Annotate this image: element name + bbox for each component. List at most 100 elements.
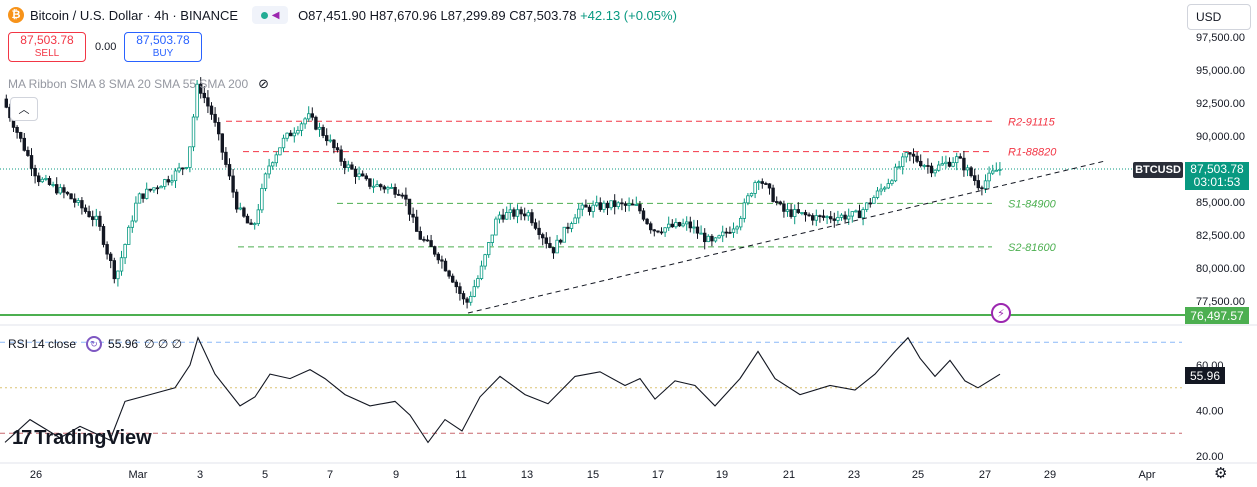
- candle-body: [461, 293, 466, 300]
- rsi-settings-icon[interactable]: ↻: [86, 336, 103, 352]
- candle-body: [541, 234, 545, 239]
- candle-body: [703, 232, 707, 243]
- level-label: S2-81600: [1008, 242, 1057, 254]
- candle-body: [861, 209, 865, 219]
- candle-body: [908, 152, 912, 155]
- candle-body: [562, 226, 566, 243]
- candle-body: [742, 202, 746, 219]
- candle-body: [566, 226, 570, 229]
- candle-body: [368, 178, 372, 187]
- candle-body: [440, 259, 444, 262]
- chevron-up-icon[interactable]: ︿: [10, 97, 38, 121]
- tradingview-logo: 17 TradingView: [12, 427, 152, 450]
- price-tick-label: 80,000.00: [1196, 263, 1245, 275]
- symbol-price-badge: BTCUSD: [1133, 162, 1183, 178]
- candle-body: [753, 182, 757, 194]
- candle-body: [814, 215, 818, 221]
- currency-select[interactable]: USD: [1187, 4, 1251, 30]
- lightning-icon[interactable]: ⚡: [991, 303, 1011, 323]
- indicators-icon[interactable]: ◀: [252, 6, 289, 24]
- time-tick-label: 21: [783, 469, 795, 481]
- level-label: R2-91115: [1008, 116, 1056, 128]
- candle-body: [778, 201, 782, 205]
- rsi-extra: ∅ ∅ ∅: [144, 337, 183, 351]
- candle-body: [382, 186, 386, 190]
- candle-body: [94, 215, 98, 220]
- candle-body: [868, 202, 872, 205]
- candle-body: [523, 213, 527, 217]
- candle-body: [465, 298, 469, 303]
- candle-body: [281, 137, 286, 149]
- candle-body: [209, 105, 214, 115]
- candle-body: [234, 191, 239, 210]
- candle-body: [317, 126, 322, 130]
- candle-body: [631, 203, 635, 206]
- ma-ribbon-legend[interactable]: MA Ribbon SMA 8 SMA 20 SMA 55 SMA 200 ⊘: [8, 76, 269, 92]
- candle-body: [159, 185, 163, 189]
- candle-body: [724, 231, 728, 234]
- time-tick-label: 11: [455, 469, 466, 481]
- rsi-badge: 55.96: [1185, 367, 1225, 384]
- candle-body: [998, 168, 1002, 171]
- candle-body: [249, 222, 253, 225]
- candle-body: [706, 235, 710, 243]
- candle-body: [623, 203, 628, 206]
- candle-body: [771, 187, 775, 202]
- time-tick-label: 9: [393, 469, 399, 481]
- candle-body: [378, 184, 383, 188]
- candle-body: [649, 223, 653, 231]
- candle-body: [404, 194, 408, 200]
- buy-button[interactable]: 87,503.78 BUY: [124, 32, 202, 62]
- rsi-tick-label: 20.00: [1196, 451, 1224, 463]
- candle-body: [472, 286, 476, 297]
- candle-body: [245, 215, 250, 224]
- candle-body: [418, 231, 422, 240]
- candle-body: [414, 216, 419, 232]
- candle-body: [98, 215, 102, 227]
- symbol-title[interactable]: Bitcoin / U.S. Dollar · 4h · BINANCE: [30, 7, 239, 23]
- rsi-label: RSI 14 close: [8, 337, 77, 351]
- trendline: [467, 160, 1106, 314]
- candle-body: [656, 230, 660, 233]
- candle-body: [137, 193, 142, 204]
- candle-body: [818, 215, 822, 218]
- candle-body: [443, 260, 448, 272]
- candle-body: [821, 215, 826, 218]
- candle-body: [681, 223, 685, 227]
- candle-body: [973, 175, 977, 181]
- candle-body: [897, 166, 901, 169]
- candle-body: [270, 162, 275, 167]
- sell-button[interactable]: 87,503.78 SELL: [8, 32, 86, 62]
- tradingview-logo-text: TradingView: [34, 427, 152, 449]
- candle-body: [256, 209, 260, 225]
- candle-body: [825, 216, 829, 219]
- time-tick-label: 26: [30, 469, 42, 481]
- candle-body: [62, 187, 66, 193]
- candle-body: [328, 139, 332, 142]
- rsi-legend[interactable]: RSI 14 close ↻ 55.96 ∅ ∅ ∅: [8, 336, 182, 352]
- sell-price: 87,503.78: [20, 33, 74, 47]
- candle-body: [886, 183, 890, 189]
- candle-body: [296, 129, 300, 134]
- candle-body: [321, 126, 325, 136]
- time-tick-label: 23: [848, 469, 860, 481]
- price-tick-label: 97,500.00: [1196, 32, 1245, 44]
- candle-body: [843, 214, 847, 220]
- eye-hide-icon[interactable]: ⊘: [258, 76, 270, 91]
- candle-body: [450, 275, 455, 283]
- candle-body: [360, 173, 365, 177]
- candle-body: [839, 214, 844, 218]
- candle-body: [447, 270, 451, 277]
- gear-icon[interactable]: ⚙: [1214, 465, 1228, 482]
- candle-body: [944, 161, 948, 165]
- ohlc-readout: O87,451.90 H87,670.96 L87,299.89 C87,503…: [298, 8, 677, 23]
- candle-body: [29, 155, 34, 169]
- candle-body: [987, 172, 991, 182]
- candle-body: [396, 193, 401, 196]
- candle-body: [389, 187, 394, 189]
- candle-body: [667, 223, 671, 229]
- candle-body: [785, 209, 790, 212]
- candle-body: [371, 185, 376, 188]
- candle-body: [580, 204, 584, 210]
